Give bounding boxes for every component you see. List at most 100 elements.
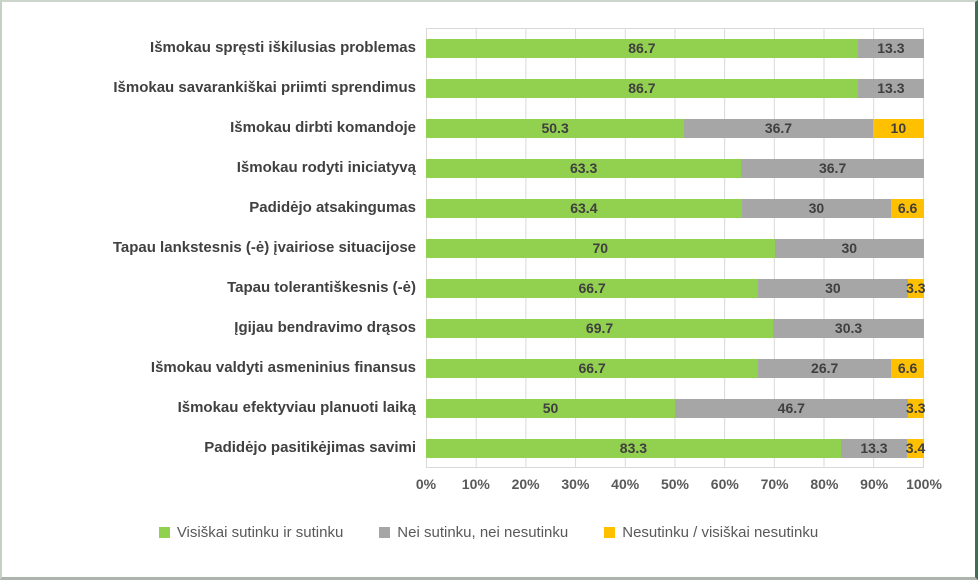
x-axis-tick: 90% <box>860 476 889 492</box>
segment-neutral: 36.7 <box>684 118 873 138</box>
segment-agree: 66.7 <box>426 358 759 378</box>
segment-disagree: 10 <box>872 118 924 138</box>
x-axis-tick: 80% <box>810 476 839 492</box>
category-label: Tapau lankstesnis (-ė) įvairiose situaci… <box>112 239 416 257</box>
bar-track: 50.3 36.7 10 <box>426 118 924 138</box>
segment-neutral: 36.7 <box>741 158 924 178</box>
value-label: 83.3 <box>619 440 648 456</box>
x-axis-tick: 30% <box>561 476 590 492</box>
chart-row: Išmokau rodyti iniciatyvą 63.3 36.7 <box>2 148 975 188</box>
value-label: 50.3 <box>541 120 569 136</box>
legend: Visiškai sutinku ir sutinku Nei sutinku,… <box>2 524 975 541</box>
segment-agree: 69.7 <box>426 318 774 338</box>
value-label: 13.3 <box>860 440 888 456</box>
legend-label: Visiškai sutinku ir sutinku <box>176 524 344 541</box>
legend-label: Nesutinku / visiškai nesutinku <box>622 524 819 541</box>
chart-row: Tapau lankstesnis (-ė) įvairiose situaci… <box>2 228 975 268</box>
segment-agree: 63.4 <box>426 198 742 218</box>
value-label: 13.3 <box>877 80 905 96</box>
chart-row: Įgijau bendravimo drąsos 69.7 30.3 <box>2 308 975 348</box>
category-label: Išmokau rodyti iniciatyvą <box>236 159 416 177</box>
segment-disagree: 6.6 <box>891 358 925 378</box>
chart-row: Padidėjo pasitikėjimas savimi 83.3 13.3 … <box>2 428 975 468</box>
segment-agree: 70 <box>426 238 775 258</box>
x-axis-tick: 0% <box>415 476 437 492</box>
bar-track: 63.4 30 6.6 <box>426 198 925 218</box>
bar-track: 69.7 30.3 <box>426 318 924 338</box>
category-label: Išmokau valdyti asmeninius finansus <box>150 359 416 377</box>
bar-track: 50 46.7 3.3 <box>426 398 926 418</box>
segment-disagree: 3.3 <box>906 278 926 298</box>
value-label: 70 <box>592 240 609 256</box>
value-label: 26.7 <box>811 360 839 376</box>
segment-agree: 50.3 <box>426 118 685 138</box>
value-label: 66.7 <box>578 280 606 296</box>
segment-neutral: 26.7 <box>758 358 892 378</box>
value-label: 10 <box>890 120 907 136</box>
x-axis-tick: 10% <box>461 476 490 492</box>
value-label: 3.4 <box>905 440 926 456</box>
value-label: 86.7 <box>628 40 656 56</box>
segment-disagree: 3.4 <box>905 438 926 458</box>
segment-agree: 66.7 <box>426 278 759 298</box>
segment-disagree: 3.3 <box>906 398 926 418</box>
x-axis-tick: 60% <box>710 476 739 492</box>
bar-track: 63.3 36.7 <box>426 158 924 178</box>
value-label: 69.7 <box>585 320 614 336</box>
value-label: 63.4 <box>570 200 598 216</box>
value-label: 36.7 <box>818 160 847 176</box>
legend-item-disagree: Nesutinku / visiškai nesutinku <box>604 524 818 541</box>
x-axis-tick: 20% <box>511 476 540 492</box>
value-label: 50 <box>542 400 559 416</box>
value-label: 3.3 <box>906 400 926 416</box>
legend-swatch-neutral <box>379 527 391 538</box>
bar-track: 70 30 <box>426 238 924 258</box>
legend-item-agree: Visiškai sutinku ir sutinku <box>158 524 344 541</box>
chart-row: Tapau tolerantiškesnis (-ė) 66.7 30 3.3 <box>2 268 975 308</box>
segment-agree: 50 <box>426 398 675 418</box>
chart-row: Išmokau dirbti komandoje 50.3 36.7 10 <box>2 108 975 148</box>
x-axis-tick: 100% <box>906 476 942 492</box>
segment-neutral: 46.7 <box>675 398 908 418</box>
legend-swatch-agree <box>158 527 170 538</box>
value-label: 46.7 <box>777 400 805 416</box>
bar-track: 83.3 13.3 3.4 <box>426 438 926 458</box>
plot-area: Išmokau spręsti iškilusias problemas 86.… <box>2 28 975 468</box>
legend-swatch-disagree <box>604 527 616 538</box>
value-label: 36.7 <box>764 120 793 136</box>
chart-row: Išmokau savarankiškai priimti sprendimus… <box>2 68 975 108</box>
category-label: Išmokau efektyviau planuoti laiką <box>177 399 416 417</box>
bar-track: 86.7 13.3 <box>426 38 924 58</box>
bar-track: 66.7 26.7 6.6 <box>426 358 925 378</box>
category-label: Padidėjo pasitikėjimas savimi <box>204 439 416 457</box>
value-label: 86.7 <box>628 80 656 96</box>
value-label: 30 <box>825 280 841 296</box>
x-axis-tick: 50% <box>660 476 690 492</box>
category-label: Išmokau savarankiškai priimti sprendimus <box>113 79 416 97</box>
legend-item-neutral: Nei sutinku, nei nesutinku <box>379 524 568 541</box>
value-label: 30.3 <box>834 320 863 336</box>
value-label: 30 <box>841 240 858 256</box>
chart-row: Išmokau valdyti asmeninius finansus 66.7… <box>2 348 975 388</box>
segment-agree: 86.7 <box>426 38 858 58</box>
value-label: 6.6 <box>897 360 918 376</box>
value-label: 66.7 <box>578 360 606 376</box>
x-axis-tick: 70% <box>760 476 789 492</box>
x-axis-tick: 40% <box>611 476 640 492</box>
category-label: Įgijau bendravimo drąsos <box>234 319 416 337</box>
bar-track: 66.7 30 3.3 <box>426 278 926 298</box>
segment-neutral: 13.3 <box>840 438 908 458</box>
category-label: Tapau tolerantiškesnis (-ė) <box>227 279 416 297</box>
value-label: 63.3 <box>569 160 598 176</box>
chart-row: Išmokau spręsti iškilusias problemas 86.… <box>2 28 975 68</box>
x-axis: 0% 10% 20% 30% 40% 50% 60% 70% 80% 90% 1… <box>416 468 942 500</box>
bar-track: 86.7 13.3 <box>426 78 924 98</box>
segment-agree: 83.3 <box>426 438 841 458</box>
value-label: 30 <box>808 200 825 216</box>
chart-row: Išmokau efektyviau planuoti laiką 50 46.… <box>2 388 975 428</box>
chart-row: Padidėjo atsakingumas 63.4 30 6.6 <box>2 188 975 228</box>
value-label: 6.6 <box>897 200 918 216</box>
value-label: 3.3 <box>906 280 926 296</box>
segment-neutral: 30.3 <box>773 318 924 338</box>
